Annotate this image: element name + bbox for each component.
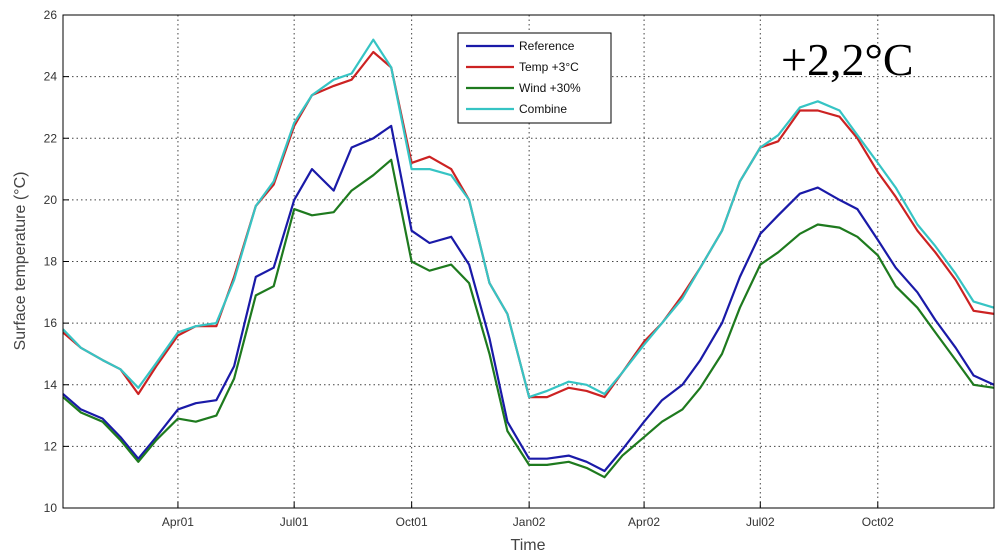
legend-label-temp-3-c: Temp +3°C bbox=[519, 60, 579, 74]
y-tick-label: 10 bbox=[44, 501, 58, 515]
x-tick-label: Oct01 bbox=[396, 515, 428, 529]
y-tick-label: 12 bbox=[44, 439, 58, 453]
x-axis-label: Time bbox=[511, 537, 546, 554]
y-tick-label: 24 bbox=[44, 70, 58, 84]
legend-label-combine: Combine bbox=[519, 102, 567, 116]
series-line-wind-30 bbox=[62, 158, 995, 479]
y-axis-label: Surface temperature (°C) bbox=[12, 172, 29, 351]
y-tick-label: 26 bbox=[44, 8, 58, 22]
x-tick-label: Apr02 bbox=[628, 515, 660, 529]
y-tick-label: 22 bbox=[44, 131, 58, 145]
y-tick-label: 20 bbox=[44, 193, 58, 207]
tick-layer: 10 12 14 16 18 20 22 24 26 Apr01 Jul01 Oct01 Jan02 Ap… bbox=[44, 8, 894, 529]
x-tick-label: Jan02 bbox=[513, 515, 546, 529]
x-tick-label: Apr01 bbox=[162, 515, 194, 529]
x-tick-label: Jul01 bbox=[280, 515, 309, 529]
legend: Reference Temp +3°C Wind +30% Combine bbox=[457, 32, 612, 124]
legend-label-reference: Reference bbox=[519, 39, 575, 53]
x-tick-label: Oct02 bbox=[862, 515, 894, 529]
legend-entries: Reference Temp +3°C Wind +30% Combine bbox=[466, 39, 581, 116]
legend-label-wind-30: Wind +30% bbox=[519, 81, 581, 95]
annotation-text: +2,2°C bbox=[781, 34, 914, 85]
series-layer bbox=[62, 38, 995, 479]
y-tick-label: 14 bbox=[44, 378, 58, 392]
y-tick-label: 16 bbox=[44, 316, 58, 330]
series-line-combine bbox=[62, 38, 995, 399]
y-tick-label: 18 bbox=[44, 255, 58, 269]
series-line-reference bbox=[62, 124, 995, 473]
x-tick-label: Jul02 bbox=[746, 515, 775, 529]
